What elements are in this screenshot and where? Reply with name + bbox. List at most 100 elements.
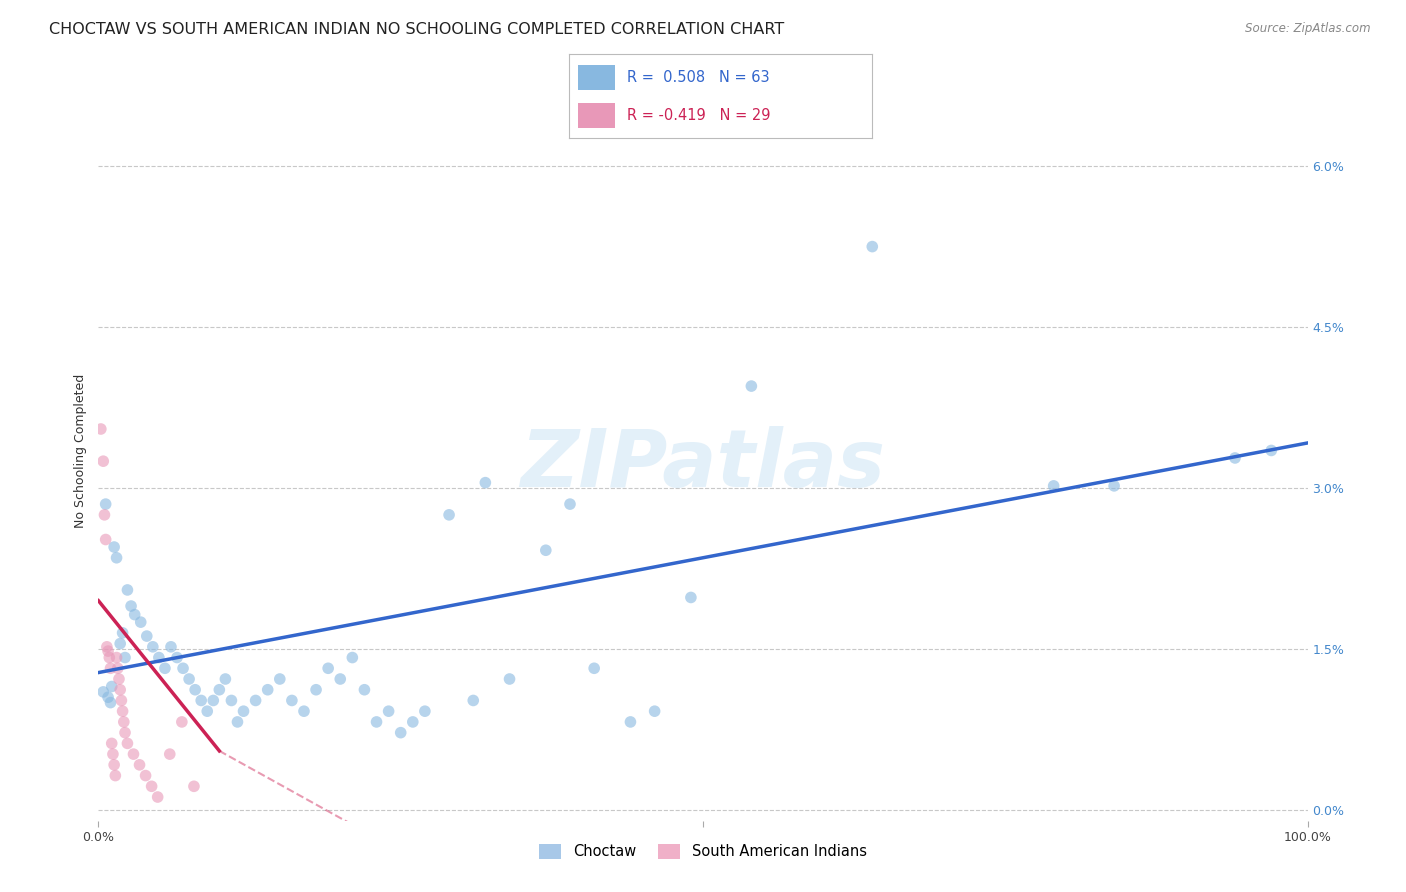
Point — [105, 650, 128, 665]
Point — [103, 540, 125, 554]
Point — [108, 672, 131, 686]
Point — [558, 497, 581, 511]
Point — [1260, 443, 1282, 458]
Point — [226, 714, 249, 729]
Point — [292, 704, 315, 718]
Point — [463, 693, 485, 707]
Point — [583, 661, 606, 675]
Text: ZIPatlas: ZIPatlas — [520, 426, 886, 504]
Point — [183, 780, 205, 794]
Point — [353, 682, 375, 697]
FancyBboxPatch shape — [578, 103, 614, 128]
Point — [135, 629, 157, 643]
Point — [195, 704, 218, 718]
Point — [97, 690, 120, 705]
Point — [97, 644, 120, 658]
Point — [740, 379, 762, 393]
Point — [129, 615, 152, 629]
Point — [117, 582, 139, 597]
Text: Source: ZipAtlas.com: Source: ZipAtlas.com — [1246, 22, 1371, 36]
Point — [214, 672, 236, 686]
Point — [141, 780, 163, 794]
Point — [860, 239, 883, 253]
Point — [245, 693, 267, 707]
Point — [498, 672, 520, 686]
Point — [190, 693, 212, 707]
Point — [110, 693, 132, 707]
Point — [94, 497, 117, 511]
Point — [148, 650, 170, 665]
Text: R = -0.419   N = 29: R = -0.419 N = 29 — [627, 108, 770, 123]
FancyBboxPatch shape — [578, 64, 614, 90]
Point — [644, 704, 666, 718]
Point — [172, 661, 194, 675]
Point — [166, 650, 188, 665]
Point — [160, 640, 183, 654]
Point — [1223, 450, 1246, 465]
Point — [159, 747, 181, 761]
Point — [100, 736, 122, 750]
Point — [108, 637, 131, 651]
Point — [94, 533, 117, 547]
Point — [91, 685, 114, 699]
Point — [103, 757, 125, 772]
Point — [93, 508, 115, 522]
Point — [135, 768, 157, 782]
Point — [474, 475, 496, 490]
Text: CHOCTAW VS SOUTH AMERICAN INDIAN NO SCHOOLING COMPLETED CORRELATION CHART: CHOCTAW VS SOUTH AMERICAN INDIAN NO SCHO… — [49, 22, 785, 37]
Point — [221, 693, 243, 707]
Point — [366, 714, 388, 729]
Point — [101, 747, 124, 761]
Point — [389, 725, 412, 739]
Point — [100, 661, 122, 675]
Point — [111, 704, 134, 718]
Point — [91, 454, 114, 468]
Point — [111, 625, 134, 640]
Point — [232, 704, 254, 718]
Point — [105, 550, 128, 565]
Point — [179, 672, 201, 686]
Point — [96, 640, 118, 654]
Point — [413, 704, 436, 718]
Point — [342, 650, 364, 665]
Point — [114, 650, 136, 665]
Point — [100, 680, 122, 694]
Point — [108, 682, 131, 697]
Point — [208, 682, 231, 697]
Point — [104, 768, 127, 782]
Point — [120, 599, 142, 613]
Point — [90, 422, 112, 436]
Point — [329, 672, 352, 686]
Point — [534, 543, 557, 558]
Point — [437, 508, 460, 522]
Point — [112, 714, 135, 729]
Point — [128, 757, 150, 772]
Point — [107, 661, 129, 675]
Point — [170, 714, 193, 729]
Point — [100, 696, 122, 710]
Point — [619, 714, 641, 729]
Point — [117, 736, 139, 750]
Text: R =  0.508   N = 63: R = 0.508 N = 63 — [627, 70, 769, 85]
Point — [679, 591, 702, 605]
Point — [377, 704, 399, 718]
Point — [281, 693, 304, 707]
Point — [1102, 479, 1125, 493]
Point — [256, 682, 278, 697]
Point — [269, 672, 291, 686]
Point — [184, 682, 207, 697]
Point — [153, 661, 176, 675]
Point — [98, 650, 121, 665]
Y-axis label: No Schooling Completed: No Schooling Completed — [75, 374, 87, 527]
Point — [142, 640, 165, 654]
Point — [122, 747, 145, 761]
Point — [402, 714, 425, 729]
Point — [114, 725, 136, 739]
Point — [124, 607, 146, 622]
Point — [202, 693, 225, 707]
Point — [316, 661, 339, 675]
Point — [305, 682, 328, 697]
Legend: Choctaw, South American Indians: Choctaw, South American Indians — [533, 838, 873, 865]
Point — [146, 790, 169, 805]
Point — [1042, 479, 1064, 493]
